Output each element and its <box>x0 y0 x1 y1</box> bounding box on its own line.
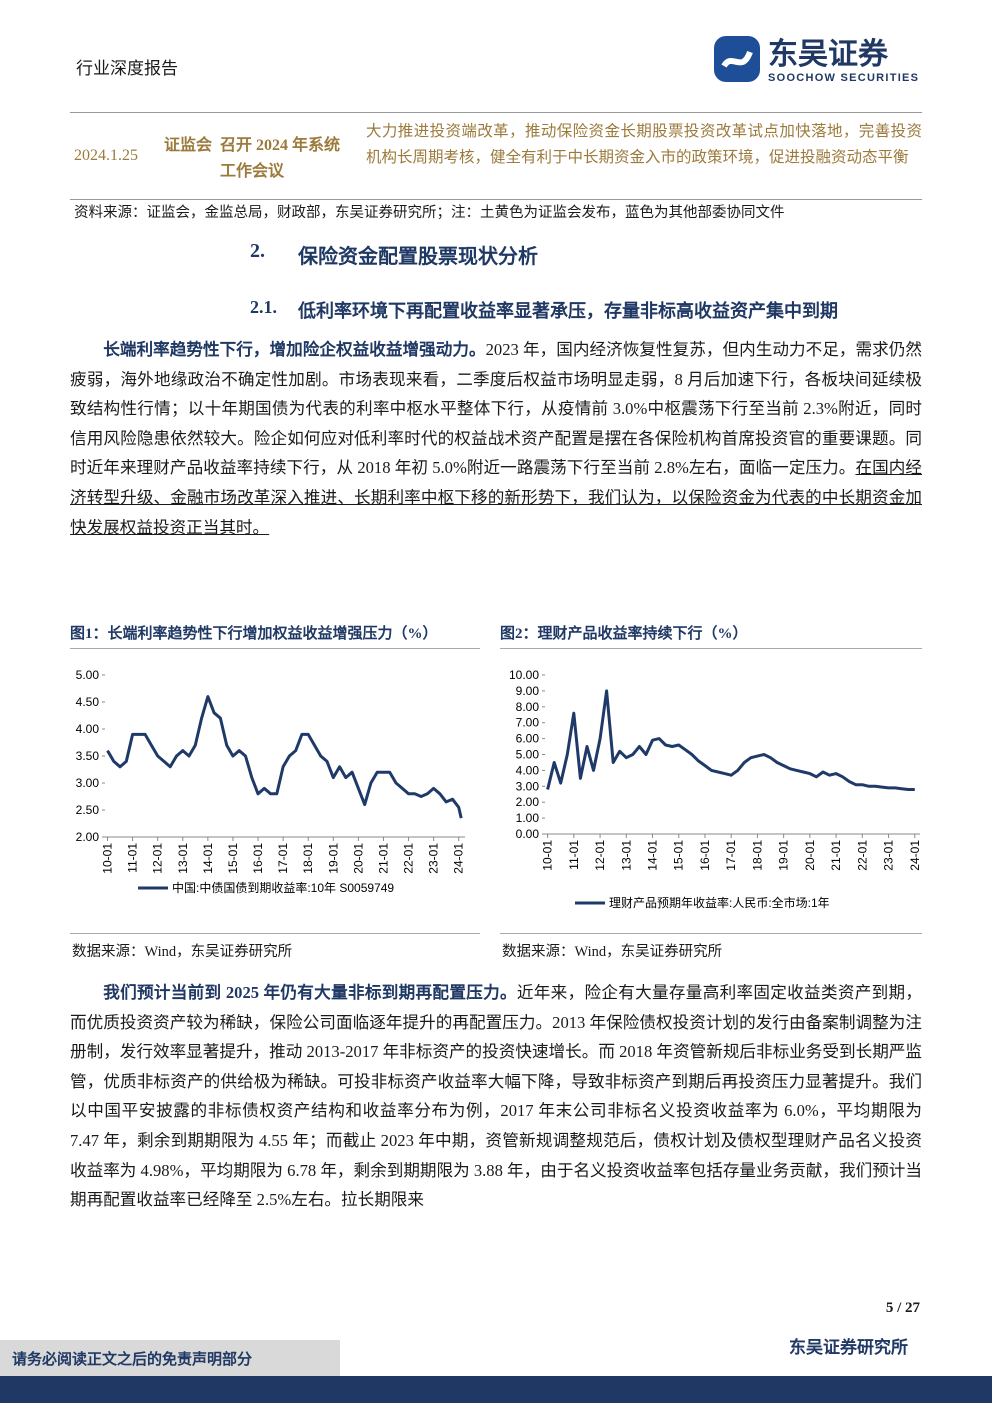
y-tick-label: 0.00 <box>516 827 540 841</box>
x-tick-label: 12-01 <box>593 840 607 871</box>
footer-bar <box>0 1376 992 1403</box>
x-tick-label: 15-01 <box>226 843 240 874</box>
table-source: 资料来源：证监会，金监总局，财政部，东吴证券研究所；注：土黄色为证监会发布，蓝色… <box>74 205 785 221</box>
x-tick-label: 19-01 <box>777 840 791 871</box>
paragraph-lead: 我们预计当前到 2025 年仍有大量非标到期再配置压力。 <box>103 983 517 1002</box>
y-tick-label: 10.00 <box>509 668 539 682</box>
y-tick-label: 3.00 <box>516 779 540 793</box>
cell-agency: 证监会 <box>164 137 213 154</box>
cell-content: 大力推进投资端改革，推动保险资金长期股票投资改革试点加快落地，完善投资机构长周期… <box>366 123 922 166</box>
logo: 东吴证券 SOOCHOW SECURITIES <box>714 36 918 84</box>
x-tick-label: 12-01 <box>151 843 165 874</box>
y-tick-label: 7.00 <box>516 716 540 730</box>
y-tick-label: 2.00 <box>516 795 540 809</box>
rule <box>500 648 922 649</box>
y-tick-label: 6.00 <box>516 732 540 746</box>
legend-label: 理财产品预期年收益率:人民币:全市场:1年 <box>609 895 830 910</box>
x-tick-label: 19-01 <box>326 843 340 874</box>
y-tick-label: 3.50 <box>76 749 100 763</box>
y-tick-label: 1.00 <box>516 811 540 825</box>
legend-label: 中国:中债国债到期收益率:10年 S0059749 <box>172 880 394 895</box>
x-tick-label: 23-01 <box>882 840 896 871</box>
subsection-number: 2.1. <box>250 297 277 317</box>
line-series <box>106 695 463 819</box>
y-tick-label: 2.00 <box>76 830 100 844</box>
x-tick-label: 22-01 <box>855 840 869 871</box>
chart: 0.00 1.00 2.00 3.00 4.005.00 6.00 7.00 8.00 9.00… <box>509 668 922 910</box>
subsection-title: 低利率环境下再配置收益率显著承压，存量非标高收益资产集中到期 <box>298 301 838 321</box>
paragraph: 我们预计当前到 2025 年仍有大量非标到期再配置压力。近年来，险企有大量存量高… <box>70 978 922 1215</box>
paragraph-text: 近年来，险企有大量存量高利率固定收益类资产到期，而优质投资资产较为稀缺，保险公司… <box>70 983 922 1210</box>
cell-event: 召开 2024 年系统工作会议 <box>220 137 341 180</box>
x-tick-label: 20-01 <box>803 840 817 871</box>
x-tick-label: 24-01 <box>908 840 922 871</box>
rule <box>70 933 480 934</box>
figure-title: 图1：长端利率趋势性下行增加权益收益增强压力（%） <box>70 626 438 642</box>
y-tick-label: 5.00 <box>76 668 100 682</box>
y-tick-label: 8.00 <box>516 700 540 714</box>
chart: 2.00 2.50 3.00 3.50 4.00 4.50 5.00 10-01 11-01 12… <box>76 668 466 895</box>
x-tick-label: 24-01 <box>452 843 466 874</box>
disclaimer: 请务必阅读正文之后的免责声明部分 <box>12 1352 253 1368</box>
x-tick-label: 11-01 <box>126 843 140 873</box>
logo-cn: 东吴证券 <box>768 37 889 72</box>
y-tick-label: 4.00 <box>516 763 540 777</box>
x-tick-label: 13-01 <box>619 840 633 871</box>
table-row: 2024.1.25 证监会 召开 2024 年系统工作会议 大力推进投资端改革，… <box>70 112 922 200</box>
x-tick-label: 18-01 <box>301 843 315 874</box>
x-tick-label: 17-01 <box>724 840 738 871</box>
page-number: 5 / 27 <box>885 1300 920 1316</box>
footer-institute: 东吴证券研究所 <box>789 1338 908 1357</box>
section-title: 保险资金配置股票现状分析 <box>298 246 538 268</box>
paragraph-text: 2023 年，国内经济恢复性复苏，但内生动力不足，需求仍然疲弱，海外地缘政治不确… <box>70 340 922 478</box>
x-tick-label: 11-01 <box>567 840 581 870</box>
y-tick-label: 5.00 <box>516 748 540 762</box>
x-tick-label: 16-01 <box>251 843 265 874</box>
line-series <box>546 689 915 791</box>
x-tick-label: 10-01 <box>101 843 115 874</box>
paragraph-underlined: 在国内经济转型升级、金融市场改革深入推进、长期利率中枢下移的新形势下，我们认为，… <box>70 458 922 537</box>
y-tick-label: 4.50 <box>76 695 100 709</box>
x-tick-label: 21-01 <box>829 840 843 871</box>
x-tick-label: 17-01 <box>276 843 290 874</box>
rule <box>500 933 922 934</box>
paragraph: 长端利率趋势性下行，增加险企权益收益增强动力。2023 年，国内经济恢复性复苏，… <box>70 335 922 542</box>
figure-source: 数据来源：Wind，东吴证券研究所 <box>502 944 723 960</box>
x-tick-label: 21-01 <box>376 843 390 874</box>
paragraph-lead: 长端利率趋势性下行，增加险企权益收益增强动力。 <box>103 340 486 359</box>
x-tick-label: 22-01 <box>402 843 416 874</box>
x-tick-label: 16-01 <box>698 840 712 871</box>
logo-en: SOOCHOW SECURITIES <box>768 72 918 84</box>
figure-title: 图2：理财产品收益率持续下行（%） <box>500 626 748 642</box>
rule <box>70 648 480 649</box>
y-tick-label: 3.00 <box>76 776 100 790</box>
x-tick-label: 14-01 <box>646 840 660 871</box>
disclaimer-box: 请务必阅读正文之后的免责声明部分 <box>0 1340 340 1376</box>
y-tick-label: 9.00 <box>516 684 540 698</box>
x-tick-label: 10-01 <box>541 840 555 871</box>
figure-source: 数据来源：Wind，东吴证券研究所 <box>72 944 293 960</box>
x-tick-label: 15-01 <box>672 840 686 871</box>
x-tick-label: 13-01 <box>176 843 190 874</box>
x-tick-label: 23-01 <box>427 843 441 874</box>
cell-date: 2024.1.25 <box>74 147 138 164</box>
x-tick-label: 20-01 <box>351 843 365 874</box>
x-tick-label: 18-01 <box>750 840 764 871</box>
report-type: 行业深度报告 <box>76 59 178 78</box>
y-tick-label: 4.00 <box>76 722 100 736</box>
y-tick-label: 2.50 <box>76 803 100 817</box>
x-tick-label: 14-01 <box>201 843 215 874</box>
logo-swoosh <box>721 50 753 68</box>
section-number: 2. <box>250 240 265 262</box>
